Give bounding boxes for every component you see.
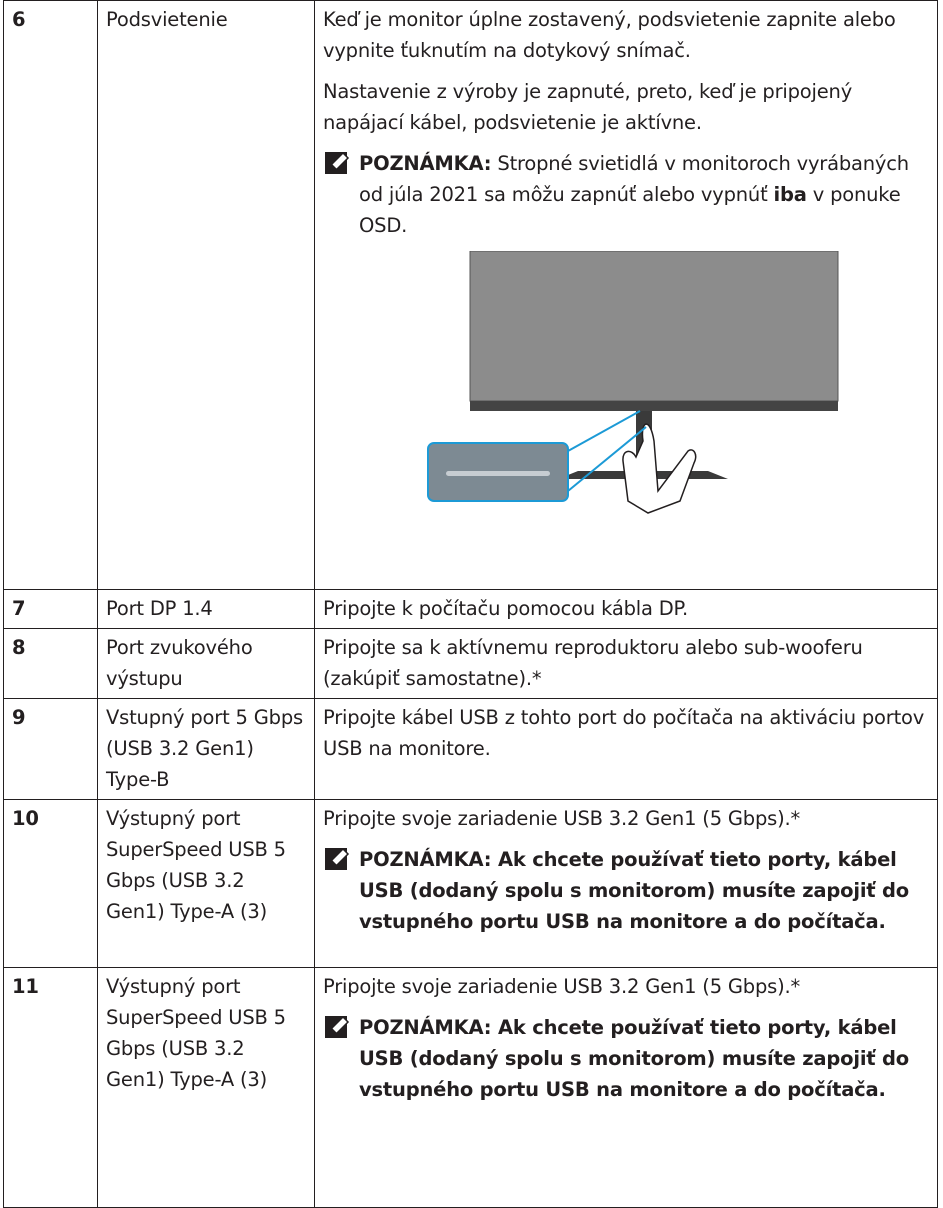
note-body: v ponuke OSD. [359, 183, 901, 237]
row: 9 Vstupný port 5 Gbps (USB 3.2 Gen1) Typ… [3, 698, 938, 800]
row-name: Port zvukového výstupu [97, 628, 315, 699]
paragraph: Pripojte k počítaču pomocou kábla DP. [323, 597, 689, 620]
row-number: 8 [3, 628, 98, 699]
row-description: Keď je monitor úplne zostavený, podsviet… [314, 0, 938, 590]
paragraph: Nastavenie z výroby je zapnuté, preto, k… [323, 80, 853, 134]
paragraph: Pripojte kábel USB z tohto port do počít… [323, 706, 925, 760]
note-icon [325, 847, 350, 870]
note-icon [325, 1015, 350, 1038]
row-name: Výstupný port SuperSpeed USB 5 Gbps (USB… [97, 967, 315, 1208]
note-text: POZNÁMKA: Ak chcete používať tieto porty… [359, 848, 909, 933]
note-label: POZNÁMKA: [359, 152, 492, 175]
page: 6 Podsvietenie Keď je monitor úplne zost… [3, 0, 938, 1208]
paragraph: Pripojte svoje zariadenie USB 3.2 Gen1 (… [323, 975, 801, 998]
spec-table: 6 Podsvietenie Keď je monitor úplne zost… [3, 0, 938, 1208]
note: POZNÁMKA: Ak chcete používať tieto porty… [323, 844, 929, 937]
row-number: 11 [3, 967, 98, 1208]
row: 11 Výstupný port SuperSpeed USB 5 Gbps (… [3, 967, 938, 1208]
row: 6 Podsvietenie Keď je monitor úplne zost… [3, 0, 938, 590]
row-name: Vstupný port 5 Gbps (USB 3.2 Gen1) Type-… [97, 698, 315, 800]
row: 7 Port DP 1.4 Pripojte k počítaču pomoco… [3, 589, 938, 629]
row-description: Pripojte svoje zariadenie USB 3.2 Gen1 (… [314, 799, 938, 968]
note: POZNÁMKA: Stropné svietidlá v monitoroch… [323, 148, 929, 241]
paragraph: Pripojte sa k aktívnemu reproduktoru ale… [323, 636, 863, 690]
monitor-illustration [427, 251, 839, 514]
row-number: 7 [3, 589, 98, 629]
note-icon [325, 151, 350, 174]
row-description: Pripojte svoje zariadenie USB 3.2 Gen1 (… [314, 967, 938, 1208]
row-number: 9 [3, 698, 98, 800]
note-text: POZNÁMKA: Stropné svietidlá v monitoroch… [359, 148, 929, 241]
row-description: Pripojte k počítaču pomocou kábla DP. [314, 589, 938, 629]
row-description: Pripojte kábel USB z tohto port do počít… [314, 698, 938, 800]
note-body: Stropné svietidlá v monitoroch vyrábanýc… [359, 152, 909, 206]
note-emphasis: iba [773, 183, 807, 206]
row-name: Port DP 1.4 [97, 589, 315, 629]
note: POZNÁMKA: Ak chcete používať tieto porty… [323, 1012, 929, 1105]
row: 8 Port zvukového výstupu Pripojte sa k a… [3, 628, 938, 699]
row-name: Podsvietenie [97, 0, 315, 590]
row-description: Pripojte sa k aktívnemu reproduktoru ale… [314, 628, 938, 699]
row: 10 Výstupný port SuperSpeed USB 5 Gbps (… [3, 799, 938, 968]
row-number: 10 [3, 799, 98, 968]
row-name: Výstupný port SuperSpeed USB 5 Gbps (USB… [97, 799, 315, 968]
row-number: 6 [3, 0, 98, 590]
note-text: POZNÁMKA: Ak chcete používať tieto porty… [359, 1016, 909, 1101]
paragraph: Keď je monitor úplne zostavený, podsviet… [323, 8, 896, 62]
paragraph: Pripojte svoje zariadenie USB 3.2 Gen1 (… [323, 807, 801, 830]
